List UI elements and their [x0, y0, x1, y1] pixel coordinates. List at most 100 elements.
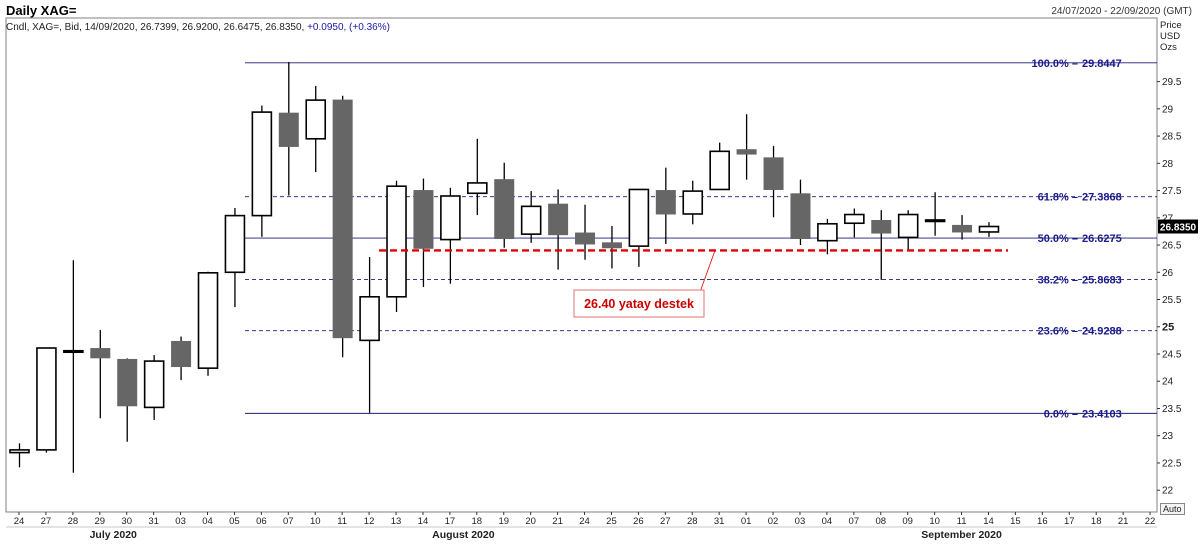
plot-frame — [5, 17, 1158, 513]
candle-body-down — [763, 157, 784, 190]
candle — [682, 180, 704, 225]
candle — [90, 330, 111, 419]
candle — [601, 225, 622, 269]
candle — [440, 187, 461, 284]
candle-body-down — [601, 242, 622, 249]
x-tick-label: 10 — [929, 516, 940, 527]
month-label: August 2020 — [432, 529, 495, 541]
x-tick-label: 26 — [633, 516, 644, 527]
candle-body-down — [117, 358, 138, 407]
current-price-marker: 26.8350 — [1158, 219, 1198, 234]
x-tick-label: 06 — [256, 516, 267, 527]
y-tick-label: 29 — [1162, 104, 1174, 115]
unit-price: Price — [1160, 20, 1182, 31]
candle — [143, 355, 165, 420]
x-tick-label: 11 — [337, 516, 347, 527]
annotation-box — [573, 289, 705, 318]
candle-body-down — [790, 193, 811, 239]
candle-body-up — [467, 182, 488, 195]
x-tick-label: 12 — [364, 516, 375, 527]
month-label: July 2020 — [90, 529, 137, 541]
fib-percent-label: 23.6% – — [1038, 326, 1078, 338]
auto-scale-button[interactable]: Auto — [1160, 503, 1185, 515]
candle-body-up — [197, 272, 219, 369]
date-range: 24/07/2020 - 22/09/2020 (GMT) — [1051, 6, 1192, 17]
candle-body-down — [494, 179, 515, 239]
x-tick-label: 20 — [525, 516, 536, 527]
candle-body-down — [575, 232, 596, 245]
x-tick-label: 13 — [391, 516, 402, 527]
y-tick-label: 27 — [1162, 213, 1174, 224]
x-axis: 24 27 28 29 30 31 03 04 05 06 07 10 11 12 13 14 17 18 19 20… — [14, 512, 1155, 541]
candle — [575, 204, 596, 260]
x-tick-label: 19 — [498, 516, 509, 527]
candle-body-up — [9, 449, 30, 454]
candle-body-up — [305, 99, 327, 140]
y-tick-label: 25.5 — [1162, 295, 1182, 306]
candle-body-up — [682, 190, 704, 215]
y-tick-label: 26.5 — [1162, 241, 1182, 252]
fib-value-label: 29.8447 — [1082, 58, 1122, 70]
y-axis: 22 22.5 23 23.5 24 24.5 25 25.5 26 26.5 27 27.5 28 28… — [1157, 77, 1182, 497]
candle — [548, 189, 569, 270]
fib-percent-label: 38.2% – — [1038, 274, 1078, 286]
candle — [628, 188, 650, 267]
x-tick-label: 14 — [983, 516, 994, 527]
candle — [171, 336, 192, 381]
x-tick-label: 31 — [714, 516, 725, 527]
candle — [9, 443, 30, 468]
candle-body-up — [924, 219, 946, 223]
candle — [413, 178, 434, 287]
ohlc-info: Cndl, XAG=, Bid, 14/09/2020, 26.7399, 26… — [6, 22, 390, 33]
candle — [467, 138, 488, 216]
candle-body-up — [440, 195, 461, 241]
y-tick-label: 26 — [1162, 268, 1174, 279]
x-tick-label: 04 — [822, 516, 833, 527]
price-change: +0.0950, (+0.36%) — [307, 22, 390, 33]
x-tick-label: 24 — [579, 516, 590, 527]
candle-body-up — [709, 150, 730, 191]
x-tick-label: 18 — [472, 516, 483, 527]
candle-body-down — [90, 348, 111, 359]
x-tick-label: 21 — [552, 516, 563, 527]
candle — [924, 192, 946, 236]
candle — [251, 105, 273, 237]
fib-value-label: 25.8683 — [1082, 274, 1122, 286]
price-unit-label: Price USD Ozs — [1160, 20, 1182, 53]
candle — [897, 210, 919, 250]
x-tick-label: 25 — [606, 516, 617, 527]
x-tick-label: 08 — [875, 516, 886, 527]
candle — [655, 167, 676, 244]
candle-body-up — [251, 111, 273, 217]
candle-body-up — [386, 185, 407, 298]
candle-body-down — [655, 190, 676, 215]
x-tick-label: 04 — [202, 516, 213, 527]
candle — [736, 114, 757, 180]
fibonacci-levels: 100.0% – 29.8447 61.8% – 27.3868 50.0% – 26.6… — [245, 58, 1157, 420]
x-tick-label: 14 — [418, 516, 429, 527]
fib-percent-label: 50.0% – — [1038, 233, 1078, 245]
fib-percent-label: 0.0% – — [1044, 408, 1078, 420]
y-tick-label: 28.5 — [1162, 132, 1182, 143]
annotation-text: 26.40 yatay destek — [584, 297, 694, 311]
y-tick-label: 22 — [1162, 486, 1174, 497]
candle — [952, 215, 973, 240]
x-tick-label: 03 — [795, 516, 806, 527]
x-tick-label: 02 — [768, 516, 779, 527]
candle — [278, 61, 299, 196]
y-tick-label: 28 — [1162, 159, 1174, 170]
x-tick-label: 11 — [957, 516, 967, 527]
candle — [844, 208, 865, 238]
candle-body-up — [844, 213, 865, 225]
candle — [305, 85, 327, 173]
candle-body-down — [952, 224, 973, 233]
x-tick-label: 09 — [902, 516, 913, 527]
candle-body-down — [871, 220, 892, 234]
candle-body-down — [278, 112, 299, 147]
x-tick-label: 30 — [121, 516, 132, 527]
x-tick-label: 24 — [14, 516, 25, 527]
candle — [36, 347, 57, 453]
candle — [63, 260, 84, 473]
y-tick-label: 24 — [1162, 377, 1174, 388]
